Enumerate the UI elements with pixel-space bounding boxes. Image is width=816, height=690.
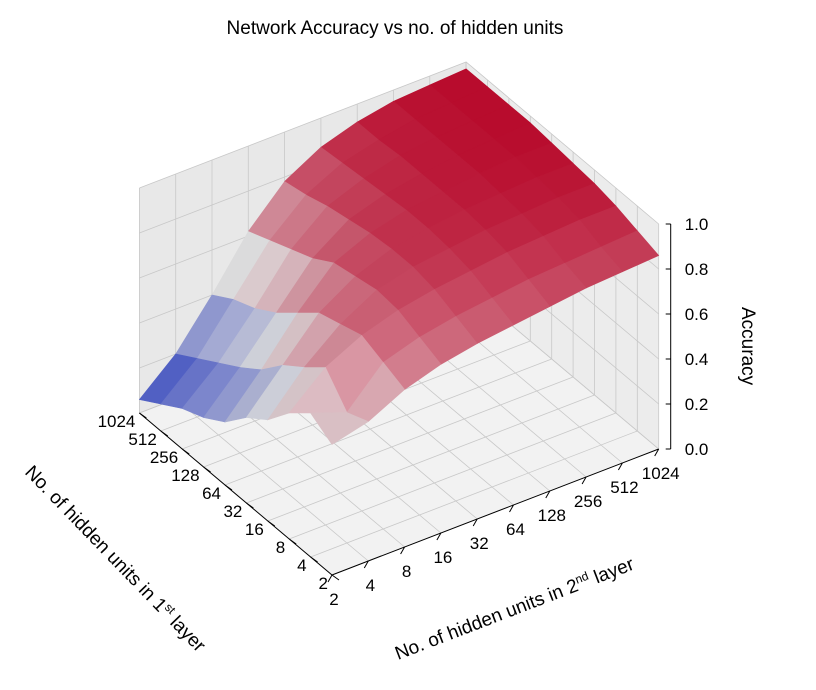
y-tick-label: 512 <box>610 478 638 497</box>
y-axis-label: No. of hidden units in 2nd layer <box>392 552 638 665</box>
surface-mesh <box>138 68 660 445</box>
y-axis-label-main: No. of hidden units in 2 <box>392 575 581 664</box>
y-tick-label: 2 <box>329 590 338 609</box>
floor-grid-line <box>224 358 552 486</box>
y-tick-label: 4 <box>366 576 375 595</box>
z-grid-line <box>139 61 659 225</box>
y-tick-mark <box>327 574 333 583</box>
floor-pane <box>139 287 659 575</box>
x-tick-mark <box>246 502 254 509</box>
y-tick-label: 8 <box>402 562 411 581</box>
z-tick-label: 0.6 <box>685 305 709 324</box>
floor-grid-line <box>267 394 595 522</box>
x-axis-label-tail: layer <box>162 608 210 656</box>
x-tick-mark <box>331 574 340 581</box>
x-tick-mark <box>267 520 276 527</box>
x-axis-label: No. of hidden units in 1st layer <box>20 460 211 656</box>
y-tick-mark <box>363 560 369 569</box>
x-tick-mark <box>288 538 297 545</box>
y-axis-label-tail: layer <box>586 554 638 590</box>
y-tick-mark <box>400 546 406 555</box>
x-tick-label: 512 <box>128 430 156 449</box>
x-tick-mark <box>139 412 147 419</box>
z-tick-label: 1.0 <box>685 215 709 234</box>
tick-labels: 2481632641282565121024248163264128256512… <box>98 215 709 609</box>
chart-title: Network Accuracy vs no. of hidden units <box>227 18 564 39</box>
axis-lines <box>139 223 672 583</box>
y-tick-label: 256 <box>574 492 602 511</box>
z-tick-label: 0.4 <box>685 350 709 369</box>
y-tick-mark <box>509 504 514 513</box>
y-tick-label: 64 <box>506 520 525 539</box>
surface-patch <box>310 412 369 445</box>
x-tick-label: 16 <box>245 520 264 539</box>
y-tick-mark <box>436 532 442 541</box>
y-tick-mark <box>654 448 660 457</box>
x-tick-label: 8 <box>276 538 285 557</box>
x-tick-mark <box>160 430 169 437</box>
z-axis-label: Accuracy <box>737 307 758 386</box>
x-tick-label: 256 <box>150 448 178 467</box>
x-tick-label: 1024 <box>98 412 136 431</box>
y-tick-label: 32 <box>470 534 489 553</box>
x-tick-label: 2 <box>319 574 328 593</box>
y-tick-mark <box>617 462 623 471</box>
y-tick-mark <box>581 476 587 485</box>
x-tick-label: 64 <box>202 484 221 503</box>
x-tick-label: 32 <box>223 502 242 521</box>
floor-grid-line <box>289 412 617 540</box>
y-axis-line <box>331 448 659 576</box>
floor-grid-line <box>175 398 369 562</box>
z-tick-label: 0.8 <box>685 260 709 279</box>
x-tick-mark <box>203 466 211 473</box>
y-axis-label-superscript: nd <box>573 569 590 587</box>
y-tick-label: 16 <box>433 548 452 567</box>
y-tick-mark <box>545 490 551 499</box>
x-tick-mark <box>224 484 233 491</box>
x-tick-label: 128 <box>171 466 199 485</box>
y-tick-label: 1024 <box>642 464 680 483</box>
x-axis-line <box>139 412 333 576</box>
z-tick-label: 0.2 <box>685 395 709 414</box>
x-axis-label-main: No. of hidden units in 1 <box>20 462 170 616</box>
floor-grid-line <box>310 430 638 558</box>
y-tick-mark <box>472 518 478 527</box>
z-tick-label: 0.0 <box>685 440 709 459</box>
x-tick-mark <box>310 556 318 563</box>
floor-grid-line <box>246 376 574 504</box>
y-tick-label: 128 <box>538 506 566 525</box>
x-tick-mark <box>181 448 190 455</box>
x-tick-label: 4 <box>297 556 306 575</box>
